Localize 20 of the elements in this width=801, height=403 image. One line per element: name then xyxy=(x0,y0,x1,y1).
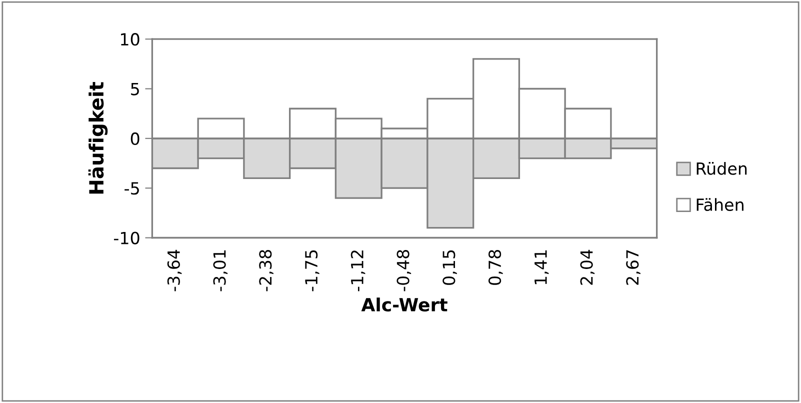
x-tick-label: -1,12 xyxy=(350,250,366,292)
y-tick-label: 10 xyxy=(121,33,140,46)
x-tick-label: -1,75 xyxy=(305,250,320,292)
x-tick-label: 0,15 xyxy=(442,250,457,285)
y-tick-label: -5 xyxy=(124,182,139,195)
y-tick-label: -10 xyxy=(114,232,140,244)
legend-label: Fähen xyxy=(696,198,744,211)
x-axis-title: Alc-Wert xyxy=(361,298,448,312)
x-tick-label: 0,78 xyxy=(488,250,503,285)
y-tick-label: 5 xyxy=(131,82,139,96)
x-tick-label: -3,01 xyxy=(213,250,228,292)
legend-label: Rüden xyxy=(696,162,747,175)
x-tick-label: -0,48 xyxy=(396,250,412,292)
x-tick-label: 2,67 xyxy=(626,250,640,285)
x-tick-label: -3,64 xyxy=(167,250,182,292)
x-tick-label: 2,04 xyxy=(580,250,595,285)
x-tick-label: 1,41 xyxy=(534,250,549,284)
y-axis-title: Häufigkeit xyxy=(88,82,108,194)
y-tick-label: 0 xyxy=(130,132,140,145)
x-tick-label: -2,38 xyxy=(259,250,274,292)
